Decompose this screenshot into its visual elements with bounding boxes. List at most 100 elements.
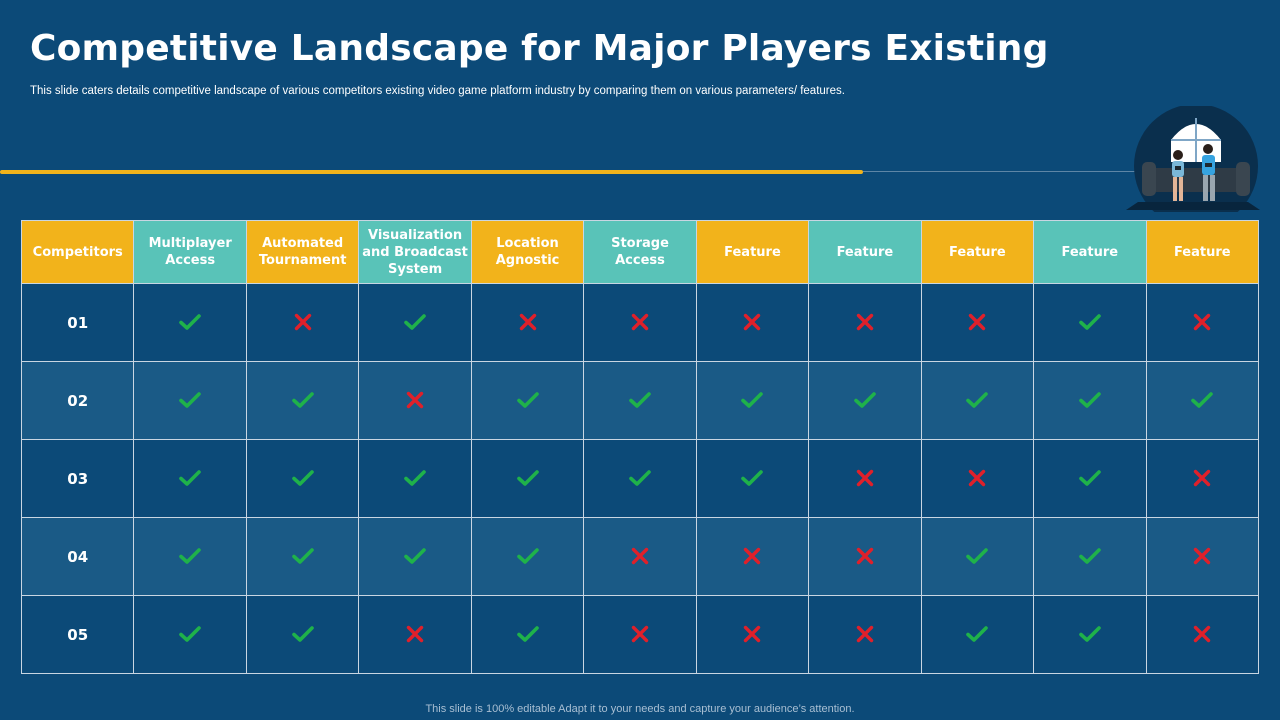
feature-cell <box>470 283 585 362</box>
cross-icon <box>631 314 649 331</box>
gold-divider <box>0 170 863 174</box>
check-icon <box>179 626 201 643</box>
footer-note: This slide is 100% editable Adapt it to … <box>425 703 855 715</box>
check-icon <box>404 548 426 565</box>
column-header: Feature <box>1145 220 1260 284</box>
cross-icon <box>743 626 761 643</box>
cross-icon <box>406 626 424 643</box>
competitor-cell: 02 <box>20 361 135 440</box>
feature-cell <box>133 283 247 362</box>
feature-cell <box>920 517 1035 596</box>
feature-cell <box>470 595 585 674</box>
feature-cell <box>1145 361 1260 440</box>
feature-cell <box>1033 517 1147 596</box>
feature-cell <box>470 361 585 440</box>
feature-cell <box>133 595 247 674</box>
cross-icon <box>856 470 874 487</box>
competitor-cell: 05 <box>20 595 135 674</box>
feature-cell <box>808 361 922 440</box>
cross-icon <box>631 626 649 643</box>
table-row: 02 <box>20 361 1260 440</box>
feature-cell <box>1145 595 1260 674</box>
table-row: 01 <box>20 283 1260 362</box>
feature-cell <box>695 361 810 440</box>
cross-icon <box>743 548 761 565</box>
gamers-couch-illustration <box>1126 106 1260 212</box>
column-header: Automated Tournament <box>245 220 360 284</box>
feature-cell <box>920 595 1035 674</box>
feature-cell <box>695 283 810 362</box>
feature-cell <box>358 595 472 674</box>
feature-cell <box>808 439 922 518</box>
check-icon <box>291 392 314 409</box>
column-header: Competitors <box>20 220 135 284</box>
feature-cell <box>1145 283 1260 362</box>
competitor-cell: 04 <box>20 517 135 596</box>
cross-icon <box>519 314 537 331</box>
feature-cell <box>470 439 585 518</box>
cross-icon <box>294 314 312 331</box>
cross-icon <box>743 314 761 331</box>
feature-cell <box>358 517 472 596</box>
feature-cell <box>1033 361 1147 440</box>
cross-icon <box>1193 470 1211 487</box>
check-icon <box>629 392 651 409</box>
feature-cell <box>133 439 247 518</box>
check-icon <box>404 470 426 487</box>
page-subtitle: This slide caters details competitive la… <box>30 85 845 97</box>
feature-cell <box>1033 283 1147 362</box>
check-icon <box>966 392 989 409</box>
check-icon <box>179 314 201 331</box>
column-header: Feature <box>695 220 810 284</box>
cross-icon <box>1193 314 1211 331</box>
feature-cell <box>133 517 247 596</box>
cross-icon <box>856 626 874 643</box>
table-row: 05 <box>20 595 1260 674</box>
feature-cell <box>583 517 697 596</box>
competitor-cell: 03 <box>20 439 135 518</box>
check-icon <box>291 548 314 565</box>
feature-cell <box>133 361 247 440</box>
feature-cell <box>695 517 810 596</box>
feature-cell <box>1033 595 1147 674</box>
column-header: Feature <box>1033 220 1147 284</box>
table-header-row: Competitors Multiplayer Access Automated T… <box>20 220 1260 284</box>
check-icon <box>966 548 989 565</box>
feature-cell <box>583 283 697 362</box>
feature-cell <box>583 595 697 674</box>
cross-icon <box>631 548 649 565</box>
check-icon <box>629 470 651 487</box>
cross-icon <box>1193 548 1211 565</box>
cross-icon <box>1193 626 1211 643</box>
feature-cell <box>695 595 810 674</box>
check-icon <box>966 626 989 643</box>
feature-cell <box>1145 439 1260 518</box>
check-icon <box>1078 470 1101 487</box>
feature-cell <box>808 517 922 596</box>
cross-icon <box>968 470 986 487</box>
check-icon <box>741 392 764 409</box>
column-header: Storage Access <box>583 220 697 284</box>
feature-cell <box>245 283 360 362</box>
column-header: Visualization and Broadcast System <box>358 220 472 284</box>
feature-cell <box>1033 439 1147 518</box>
feature-cell <box>245 517 360 596</box>
competitive-landscape-table: Competitors Multiplayer Access Automated T… <box>20 220 1260 674</box>
feature-cell <box>695 439 810 518</box>
check-icon <box>291 626 314 643</box>
check-icon <box>1078 392 1101 409</box>
check-icon <box>1078 626 1101 643</box>
check-icon <box>516 470 539 487</box>
check-icon <box>1078 314 1101 331</box>
check-icon <box>179 470 201 487</box>
column-header: Multiplayer Access <box>133 220 247 284</box>
feature-cell <box>583 361 697 440</box>
check-icon <box>179 548 201 565</box>
check-icon <box>854 392 876 409</box>
check-icon <box>1078 548 1101 565</box>
column-header: Location Agnostic <box>470 220 585 284</box>
table-row: 04 <box>20 517 1260 596</box>
check-icon <box>404 314 426 331</box>
feature-cell <box>358 361 472 440</box>
cross-icon <box>856 548 874 565</box>
